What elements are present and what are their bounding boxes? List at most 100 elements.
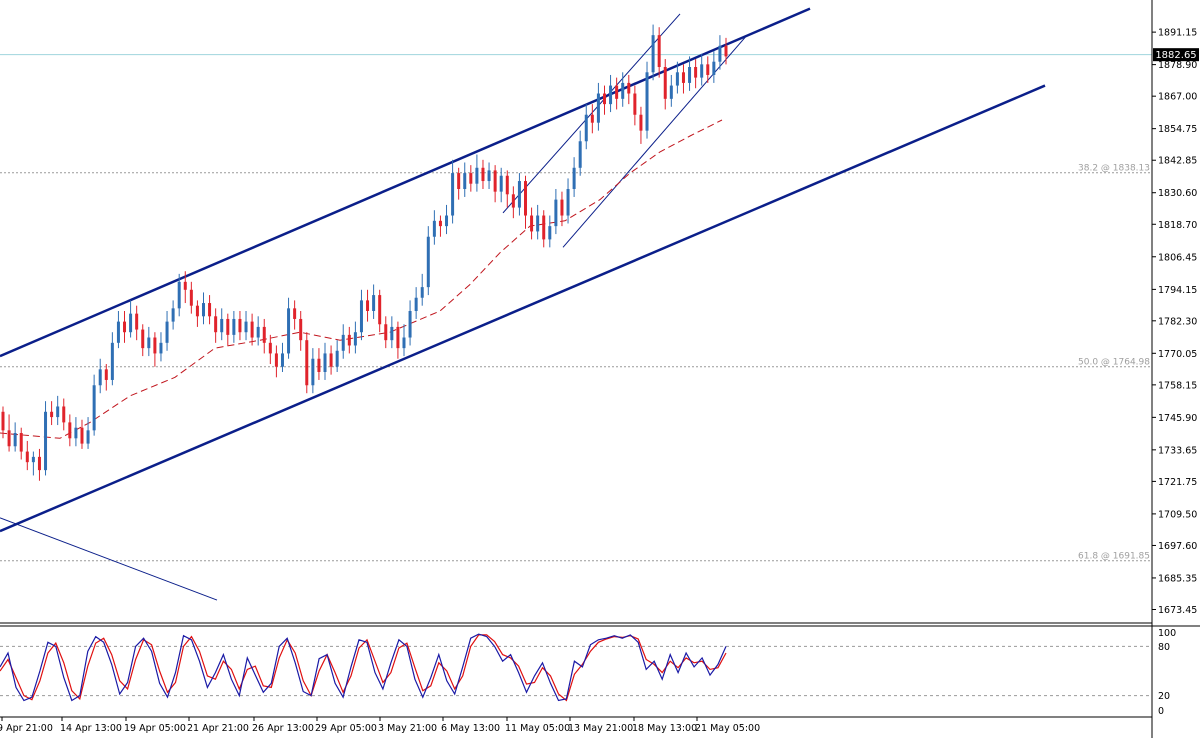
price-panel[interactable]: 38.2 @ 1838.13 50.0 @ 1764.98 61.8 @ 1691.… [0, 7, 1152, 601]
candle [13, 422, 17, 452]
wedge-lower-line[interactable] [562, 34, 748, 248]
candle [432, 210, 436, 245]
candle [359, 289, 363, 341]
candle [299, 311, 303, 351]
candle [62, 398, 66, 431]
price-tick-label: 1782.30 [1158, 316, 1197, 327]
fib-level-label: 38.2 @ 1838.13 [1078, 164, 1150, 174]
candle [31, 451, 35, 476]
candle [420, 273, 424, 306]
price-axis[interactable]: 1891.15 1878.90 1867.00 1854.75 1842.85 1830.… [1151, 0, 1199, 738]
price-tick-label: 1891.15 [1158, 28, 1197, 39]
candle [189, 281, 193, 314]
candle [68, 414, 72, 447]
stochastic-panel[interactable]: 100 80 20 0 [0, 628, 1176, 717]
candle [615, 77, 619, 110]
stochastic-tick-label: 20 [1158, 691, 1170, 702]
price-tick-label: 1758.15 [1158, 380, 1197, 391]
candle [80, 419, 84, 449]
descending-line-line[interactable] [0, 517, 218, 601]
candle [590, 104, 594, 134]
candle [116, 311, 120, 349]
candle [232, 311, 236, 343]
fib-level-label: 50.0 @ 1764.98 [1078, 358, 1150, 368]
candle [639, 106, 643, 144]
candle [317, 348, 321, 380]
candle [293, 300, 297, 330]
candle [445, 204, 449, 235]
fibonacci-levels: 38.2 @ 1838.13 50.0 @ 1764.98 61.8 @ 1691.… [0, 164, 1152, 562]
candle [675, 61, 679, 94]
candle [262, 318, 266, 354]
candle [451, 159, 455, 224]
upper-channel-line[interactable] [0, 7, 811, 358]
candle [353, 321, 357, 354]
candle [323, 342, 327, 380]
moving-average-line [0, 119, 723, 439]
candle [578, 130, 582, 176]
candle [657, 27, 661, 78]
time-axis: 9 Apr 21:00 14 Apr 13:00 19 Apr 05:00 21 Ap… [0, 717, 760, 734]
candle [469, 165, 473, 192]
time-tick-label: 9 Apr 21:00 [0, 723, 53, 734]
candle [238, 311, 242, 341]
candle [724, 37, 728, 65]
candle [7, 414, 11, 452]
candle [50, 401, 54, 426]
candle [596, 82, 600, 131]
price-tick-label: 1673.45 [1158, 605, 1197, 616]
candle [311, 348, 315, 394]
time-tick-label: 3 May 21:00 [378, 723, 437, 734]
candle [366, 289, 370, 322]
candle [141, 324, 145, 357]
candle [268, 334, 272, 365]
candle [481, 159, 485, 189]
price-tick-label: 1721.75 [1158, 477, 1197, 488]
wedge-upper-line[interactable] [502, 13, 681, 214]
candle [438, 215, 442, 237]
candle [384, 316, 388, 349]
candle [700, 53, 704, 86]
candle [92, 374, 96, 436]
candle [554, 189, 558, 235]
candle [153, 332, 157, 367]
price-tick-label: 1830.60 [1158, 188, 1197, 199]
stochastic-tick-label: 80 [1158, 642, 1170, 653]
trend-lines[interactable] [0, 7, 1046, 601]
candle [602, 85, 606, 115]
candle [663, 59, 667, 110]
stochastic-tick-label: 100 [1158, 628, 1176, 639]
price-tick-label: 1806.45 [1158, 252, 1197, 263]
candle [584, 104, 588, 150]
price-tick-label: 1878.90 [1158, 60, 1197, 71]
candle [347, 326, 351, 354]
candle [688, 56, 692, 91]
candle [463, 162, 467, 197]
candles [1, 24, 728, 481]
candle [378, 289, 382, 333]
candle [505, 170, 509, 208]
candle [548, 215, 552, 248]
candle [280, 342, 284, 372]
stochastic-main-line [0, 633, 727, 702]
candle [457, 167, 461, 200]
time-tick-label: 13 May 21:00 [568, 723, 633, 734]
candle [86, 417, 90, 449]
candle [524, 175, 528, 229]
candle [572, 157, 576, 197]
candle [341, 324, 345, 359]
lower-channel-line[interactable] [0, 84, 1046, 533]
candle [627, 74, 631, 105]
price-tick-labels: 1891.15 1878.90 1867.00 1854.75 1842.85 1830.… [1152, 28, 1197, 616]
candle [487, 162, 491, 189]
candle [250, 313, 254, 346]
current-price-badge: 1882.65 [1153, 48, 1199, 62]
candle [372, 284, 376, 319]
candle [511, 186, 515, 219]
time-tick-label: 21 May 05:00 [695, 723, 760, 734]
candle [669, 74, 673, 107]
fib-level-label: 61.8 @ 1691.85 [1078, 552, 1150, 562]
candle [621, 72, 625, 107]
